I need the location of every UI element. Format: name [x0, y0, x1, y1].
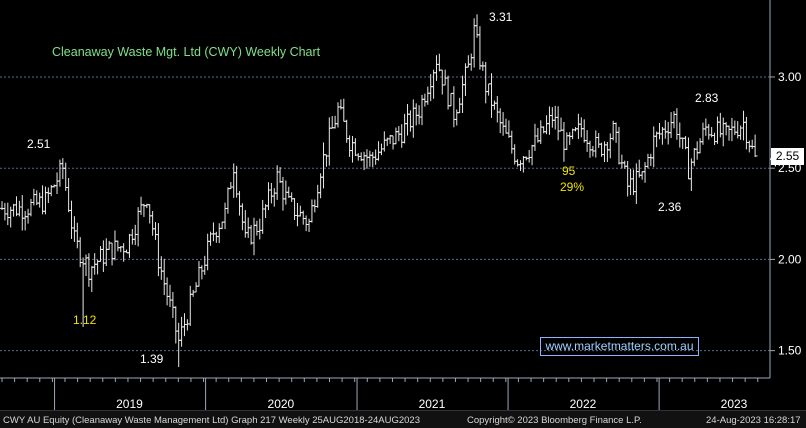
x-tick-label: 2019	[116, 397, 143, 410]
chart-title: Cleanaway Waste Mgt. Ltd (CWY) Weekly Ch…	[52, 45, 321, 59]
price-annotation: 95	[562, 164, 576, 178]
price-annotation: 2.36	[658, 200, 682, 214]
y-tick-label: 1.50	[778, 344, 802, 358]
last-price-label: 2.55	[771, 148, 804, 165]
x-tick-label: 2020	[268, 397, 295, 410]
x-tick-label: 2021	[419, 397, 446, 410]
footer-copyright: Copyright© 2023 Bloomberg Finance L.P.	[467, 415, 642, 426]
price-annotation: 29%	[560, 180, 584, 194]
footer-timestamp: 24-Aug-2023 16:28:17	[706, 415, 801, 426]
price-annotation: 2.83	[695, 91, 719, 105]
price-annotation: 1.39	[140, 352, 164, 366]
footer-bar: CWY AU Equity (Cleanaway Waste Managemen…	[0, 410, 806, 428]
price-annotation: 2.51	[27, 137, 51, 151]
price-annotation: 1.12	[73, 313, 97, 327]
watermark-link[interactable]: www.marketmatters.com.au	[540, 337, 699, 356]
y-tick-label: 3.00	[778, 70, 802, 84]
x-tick-label: 2022	[570, 397, 597, 410]
footer-security: CWY AU Equity (Cleanaway Waste Managemen…	[3, 415, 420, 426]
y-tick-label: 2.00	[778, 252, 802, 266]
x-tick-label: 2023	[721, 397, 748, 410]
price-annotation: 3.31	[489, 10, 513, 24]
